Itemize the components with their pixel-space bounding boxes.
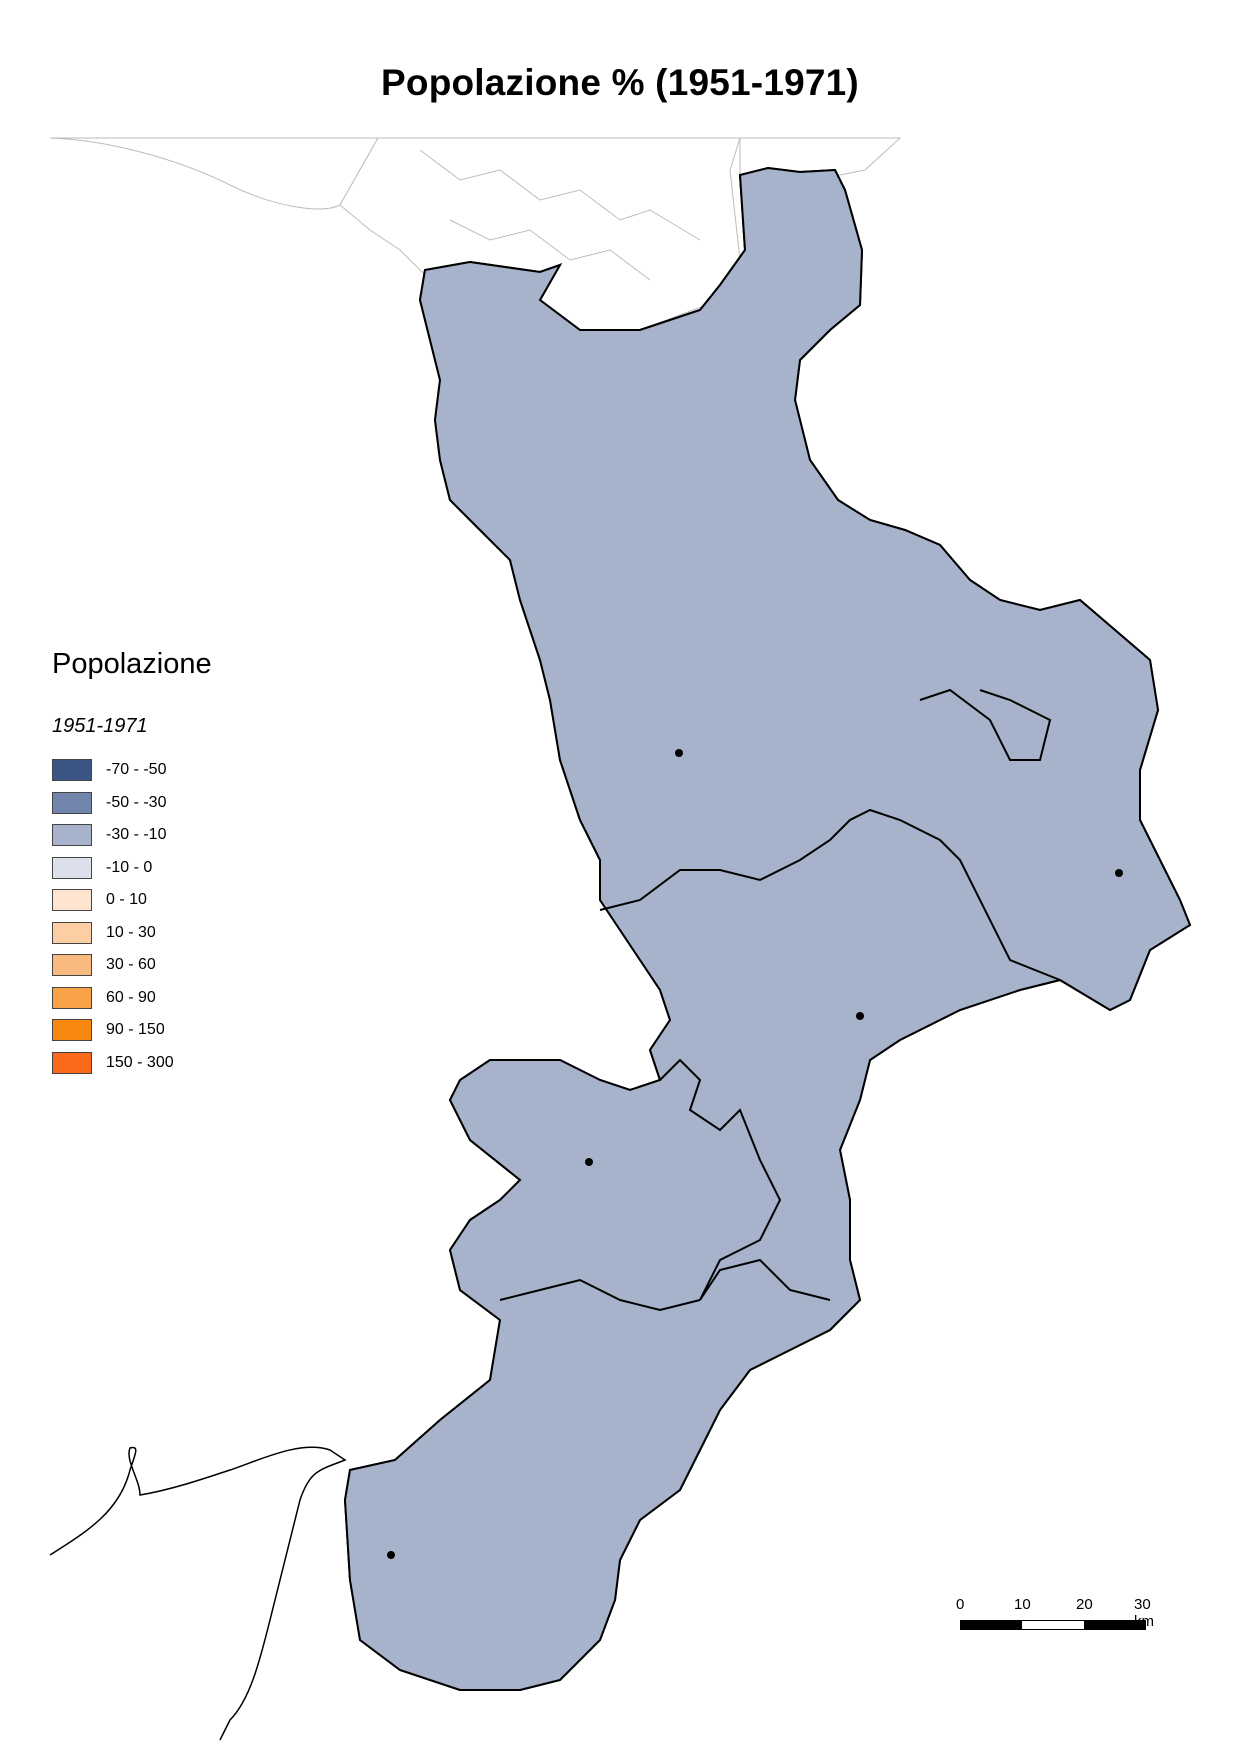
legend-swatch	[52, 759, 92, 782]
legend-item: 30 - 60	[52, 949, 212, 982]
legend-item: -70 - -50	[52, 754, 212, 787]
scale-bar-segment	[1022, 1621, 1084, 1629]
legend-label: 90 - 150	[106, 1021, 165, 1039]
legend-swatch	[52, 856, 92, 879]
legend-item: -30 - -10	[52, 819, 212, 852]
legend-label: -70 - -50	[106, 761, 167, 779]
legend-item: 90 - 150	[52, 1014, 212, 1047]
legend-swatch	[52, 1051, 92, 1074]
scale-bar-segment	[961, 1621, 1023, 1629]
scale-bar: 0 10 20 30 km	[956, 1596, 1160, 1646]
scale-bar-segment	[1083, 1621, 1145, 1629]
legend: Popolazione 1951-1971 -70 - -50 -50 - -30…	[52, 648, 212, 1079]
legend-item: 60 - 90	[52, 982, 212, 1015]
legend-item: -10 - 0	[52, 852, 212, 885]
map-title: Popolazione % (1951-1971)	[381, 62, 859, 103]
scale-tick-label: 20	[1076, 1596, 1093, 1613]
sicily-coast	[49, 1446, 347, 1741]
legend-item: -50 - -30	[52, 787, 212, 820]
legend-label: -10 - 0	[106, 858, 153, 876]
legend-swatch	[52, 921, 92, 944]
province-boundaries	[499, 688, 1061, 1312]
capital-markers	[387, 749, 1123, 1559]
legend-item: 0 - 10	[52, 884, 212, 917]
legend-item: 10 - 30	[52, 917, 212, 950]
legend-swatch	[52, 889, 92, 912]
legend-label: 10 - 30	[106, 923, 156, 941]
scale-bar-graphic	[960, 1620, 1146, 1630]
scale-tick-label: 0	[956, 1596, 965, 1613]
legend-label: -50 - -30	[106, 793, 167, 811]
legend-swatch	[52, 824, 92, 847]
legend-label: 30 - 60	[106, 956, 156, 974]
scale-tick-label: 10	[1014, 1596, 1031, 1613]
legend-label: 60 - 90	[106, 988, 156, 1006]
legend-swatch	[52, 986, 92, 1009]
legend-label: 150 - 300	[106, 1053, 174, 1071]
legend-subtitle: 1951-1971	[52, 715, 148, 737]
legend-item: 150 - 300	[52, 1047, 212, 1080]
legend-swatch	[52, 1019, 92, 1042]
legend-title: Popolazione	[52, 648, 212, 680]
legend-label: -30 - -10	[106, 826, 167, 844]
legend-swatch	[52, 954, 92, 977]
legend-label: 0 - 10	[106, 891, 147, 909]
legend-classes: -70 - -50 -50 - -30 -30 - -10 -10 - 0 0 - 10…	[52, 754, 212, 1079]
legend-swatch	[52, 791, 92, 814]
